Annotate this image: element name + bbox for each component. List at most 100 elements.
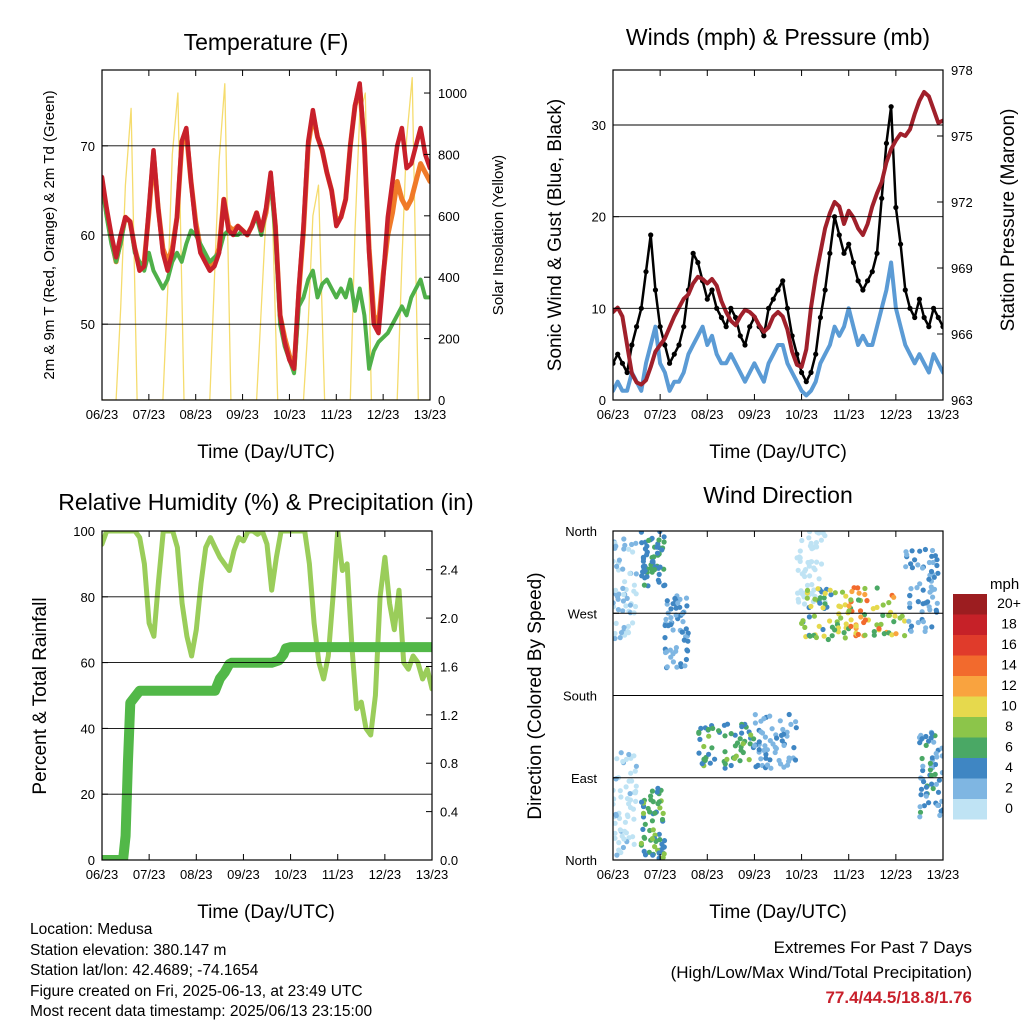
direction-point <box>662 635 668 641</box>
direction-point <box>646 537 652 544</box>
direction-point <box>642 821 648 827</box>
x-tick-label: 08/23 <box>180 867 213 882</box>
direction-point <box>615 596 621 602</box>
direction-point <box>616 847 622 853</box>
direction-point <box>649 818 656 824</box>
direction-point <box>772 744 778 750</box>
direction-point <box>655 801 661 807</box>
direction-point <box>623 756 630 763</box>
temperature-title: Temperature (F) <box>184 29 349 55</box>
direction-point <box>871 629 877 635</box>
direction-point <box>673 612 679 618</box>
direction-point <box>843 593 849 599</box>
solar-series-line <box>102 77 430 400</box>
direction-point <box>923 625 929 631</box>
x-tick-label: 07/23 <box>644 407 677 422</box>
direction-point <box>842 602 848 608</box>
x-tick-label: 08/23 <box>179 407 212 422</box>
direction-point <box>795 567 801 573</box>
temperature-plot-area <box>102 77 430 400</box>
wind_direction-series-group <box>613 531 943 860</box>
winds-frame <box>612 69 944 401</box>
direction-point <box>804 587 811 594</box>
direction-point <box>908 628 914 634</box>
direction-point <box>820 531 826 536</box>
winds-x-ticks: 06/23 07/23 08/23 09/23 10/23 11/23 12/23 13/23 <box>597 70 959 422</box>
direction-point <box>615 607 622 613</box>
direction-point <box>654 789 660 795</box>
winds-pressure-panel: Winds (mph) & Pressure (mb) 06/23 07/23 08… <box>545 24 1019 463</box>
temperature-xlabel: Time (Day/UTC) <box>197 442 335 463</box>
legend-label: 20+ <box>997 595 1021 611</box>
direction-point <box>807 573 813 579</box>
direction-point <box>656 571 662 578</box>
direction-point <box>825 636 831 643</box>
direction-point <box>836 603 842 609</box>
direction-point <box>902 633 908 639</box>
direction-point <box>777 761 784 767</box>
direction-point <box>629 541 635 548</box>
direction-point <box>811 565 817 571</box>
direction-point <box>763 751 769 758</box>
direction-point <box>904 552 910 558</box>
direction-point <box>938 808 943 814</box>
direction-point <box>663 649 670 655</box>
direction-point <box>680 619 686 625</box>
direction-point <box>848 597 854 603</box>
direction-point <box>934 562 940 569</box>
direction-point <box>909 548 915 554</box>
x-tick-label: 07/23 <box>133 407 166 422</box>
direction-point <box>639 573 645 579</box>
direction-point <box>792 757 799 763</box>
direction-point <box>707 760 713 766</box>
direction-point <box>919 565 926 571</box>
direction-point <box>794 555 800 561</box>
direction-point <box>626 801 632 807</box>
direction-point <box>853 623 859 629</box>
direction-point <box>933 781 940 787</box>
y-tick-label: 0 <box>88 853 95 868</box>
direction-point <box>613 635 618 642</box>
winds_pressure-series-group <box>613 90 943 398</box>
direction-point <box>624 595 630 602</box>
y-tick-label: 100 <box>73 524 95 539</box>
direction-point <box>617 635 623 641</box>
x-tick-label: 13/23 <box>414 407 447 422</box>
y-tick-label: West <box>568 606 598 621</box>
direction-point <box>642 568 648 574</box>
direction-ylabel: Direction (Colored By Speed) <box>525 572 546 819</box>
direction-point <box>617 788 623 794</box>
direction-point <box>640 826 646 833</box>
direction-point <box>769 726 775 732</box>
direction-point <box>822 590 828 597</box>
rh-y-ticks-left: 0 20 40 60 80 100 <box>73 524 108 868</box>
direction-point <box>920 767 926 774</box>
y-tick-label-right: 0.8 <box>440 756 458 771</box>
rh-series-line <box>102 531 432 738</box>
y-tick-label: North <box>565 853 597 868</box>
direction-point <box>932 553 939 559</box>
y-tick-label: 60 <box>81 228 95 243</box>
direction-point <box>621 836 627 842</box>
y-tick-label-right: 2.4 <box>440 563 458 578</box>
direction-point <box>613 813 619 819</box>
legend-label: 12 <box>1001 677 1017 693</box>
direction-point <box>617 827 623 833</box>
direction-point <box>937 812 943 819</box>
direction-point <box>821 633 827 639</box>
direction-point <box>809 582 815 588</box>
direction-point <box>724 756 730 763</box>
y-tick-label-right: 800 <box>438 147 460 162</box>
direction-point <box>627 791 633 797</box>
direction-point <box>638 531 644 535</box>
direction-point <box>632 768 638 774</box>
direction-point <box>618 750 624 756</box>
direction-point <box>935 802 941 809</box>
direction-point <box>758 729 764 735</box>
direction-point <box>632 790 639 796</box>
y-tick-label: 70 <box>81 139 95 154</box>
direction-point <box>803 567 809 573</box>
legend-swatch <box>953 655 987 676</box>
direction-point <box>613 830 618 836</box>
legend-label: 4 <box>1005 759 1013 775</box>
